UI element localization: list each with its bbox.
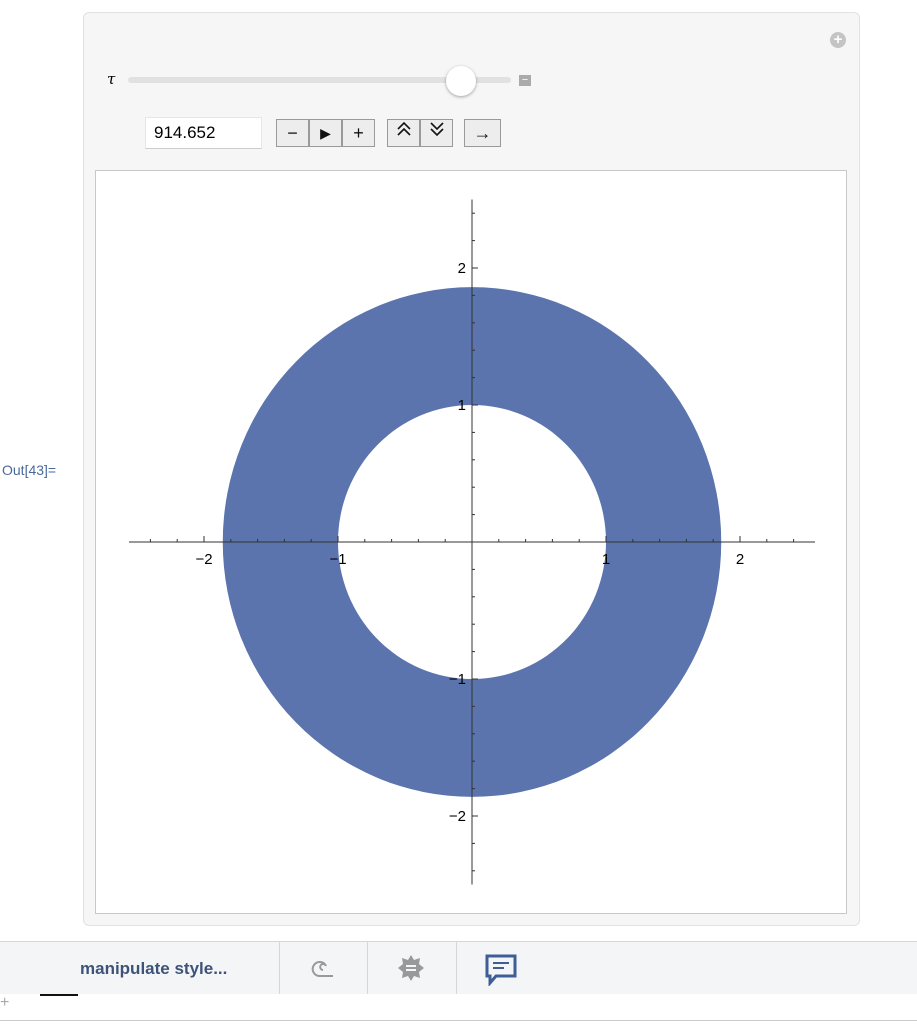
collapse-controls-button[interactable]: − [519,75,531,86]
add-cell-icon[interactable]: + [0,994,10,1011]
double-chevron-down-icon [429,122,444,137]
slider-label: τ [107,70,116,88]
manipulate-style-button[interactable]: manipulate style... [80,959,228,978]
y-tick-label: −2 [449,808,466,825]
x-tick-label: −2 [195,551,212,568]
annulus-plot: −2 −1 1 2 2 1 −1 −2 [128,199,816,885]
double-chevron-up-icon [396,121,411,136]
faster-button[interactable] [387,119,420,147]
step-up-button[interactable]: + [342,119,375,147]
suggestions-bar: manipulate style... [0,941,917,995]
spiral-icon[interactable] [308,954,338,982]
play-button[interactable]: ▶ [309,119,342,147]
tau-slider[interactable] [128,77,511,83]
x-tick-label: 2 [736,551,744,568]
y-tick-label: −1 [449,671,466,688]
new-cell-input[interactable]: + [0,994,917,1021]
annulus-region [222,287,722,797]
x-tick-label: −1 [329,551,346,568]
slider-knob[interactable] [446,66,477,96]
slower-button[interactable] [420,119,453,147]
step-down-button[interactable]: − [276,119,309,147]
divider [367,942,368,994]
badge-icon[interactable] [396,954,426,982]
comment-icon[interactable] [484,954,518,986]
divider [456,942,457,994]
cursor [40,994,78,996]
y-tick-label: 1 [458,397,466,414]
plot-frame: −2 −1 1 2 2 1 −1 −2 [95,170,847,914]
y-tick-label: 2 [458,260,466,277]
divider [279,942,280,994]
value-input[interactable] [145,117,262,149]
out-label: Out[43]= [2,462,57,478]
direction-button[interactable]: → [464,119,501,147]
plus-circle-icon[interactable]: + [830,32,846,48]
x-tick-label: 1 [602,551,610,568]
